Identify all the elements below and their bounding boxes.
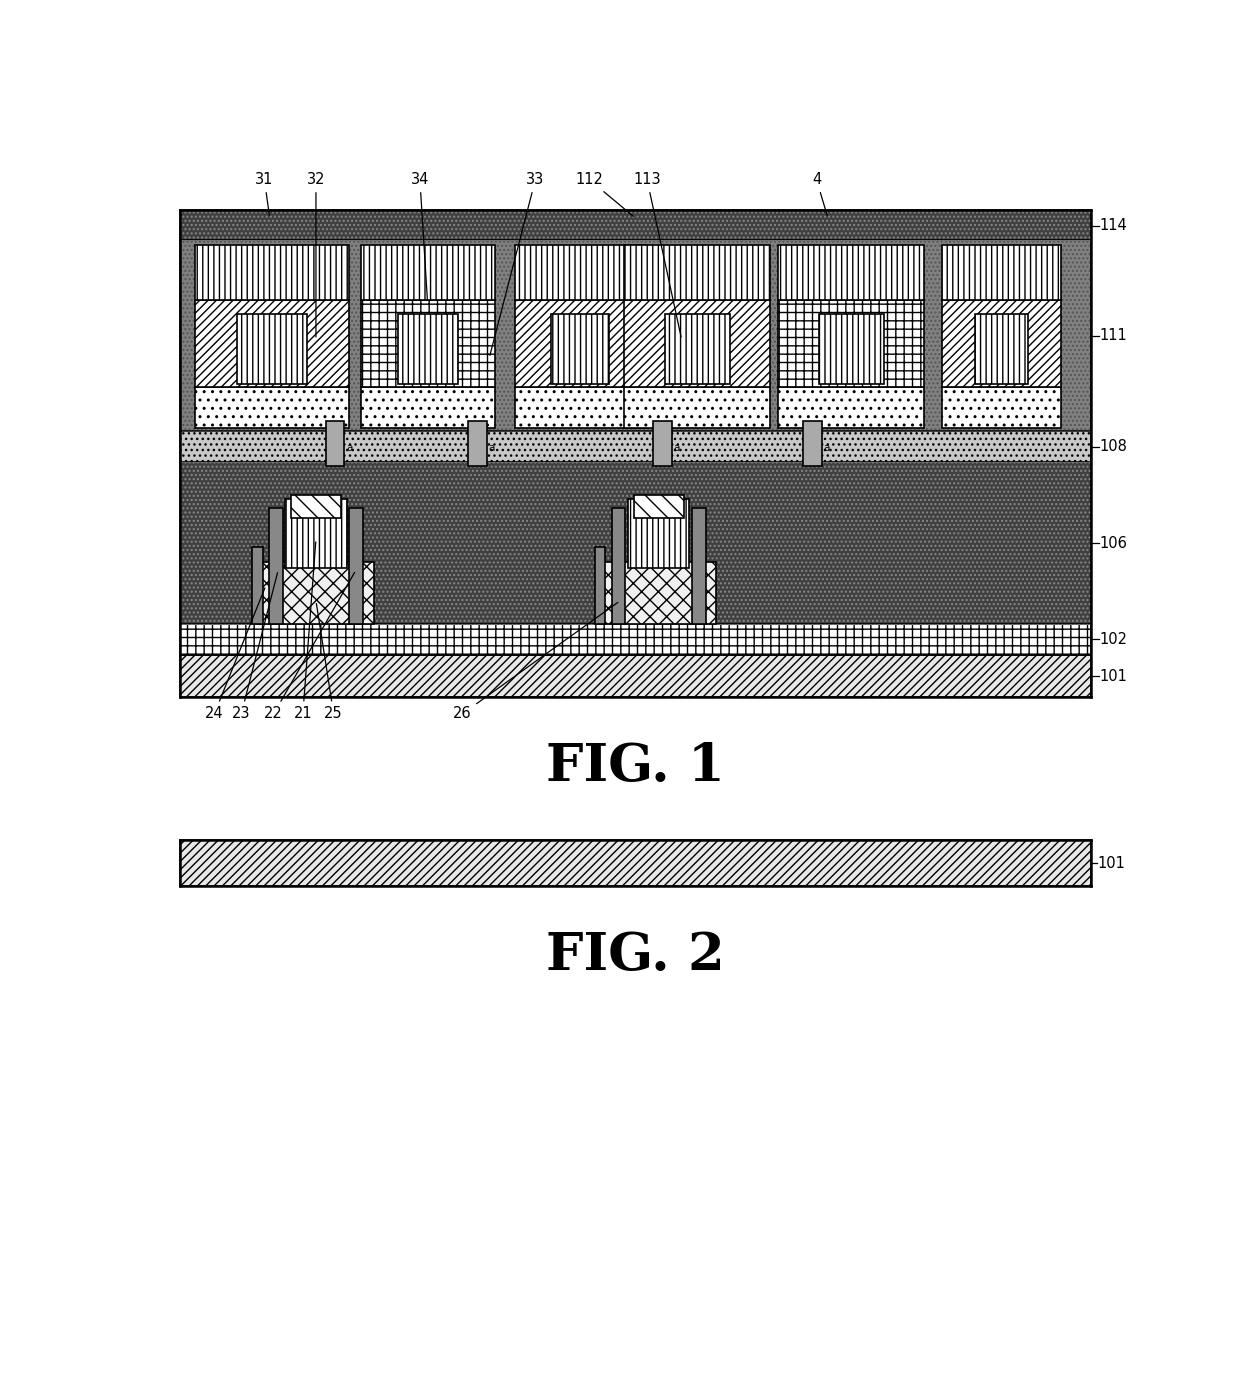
Bar (601, 562, 717, 625)
Bar (258, 562, 373, 625)
Bar (551, 315, 609, 383)
Bar (653, 421, 672, 466)
Text: 111: 111 (1100, 329, 1127, 343)
Bar (777, 388, 924, 428)
Bar (777, 245, 924, 300)
Bar (361, 245, 495, 300)
Bar (777, 300, 924, 388)
Text: 114: 114 (1100, 219, 1127, 233)
Bar (291, 495, 341, 519)
Text: 25: 25 (316, 604, 343, 722)
Text: 112: 112 (575, 171, 634, 216)
Bar (611, 509, 625, 625)
Bar (624, 245, 770, 300)
Bar (180, 210, 1091, 240)
Text: 108: 108 (1100, 439, 1127, 454)
Bar (975, 315, 1028, 383)
Bar (818, 315, 884, 383)
Text: a: a (346, 443, 352, 453)
Text: 26: 26 (453, 602, 618, 722)
Text: 102: 102 (1100, 631, 1128, 647)
Bar (285, 499, 347, 569)
Bar (627, 499, 689, 569)
Text: a: a (489, 443, 495, 453)
Text: FIG. 1: FIG. 1 (546, 740, 725, 792)
Bar (180, 240, 1091, 431)
Bar (180, 655, 1091, 697)
Text: 33: 33 (490, 171, 544, 355)
Bar (180, 431, 1091, 463)
Text: 21: 21 (294, 542, 316, 722)
Bar (515, 300, 646, 388)
Bar (180, 841, 1091, 887)
Bar (180, 240, 1091, 431)
Text: 22: 22 (264, 573, 355, 722)
Text: 106: 106 (1100, 535, 1127, 551)
Bar (180, 210, 1091, 240)
Bar (195, 300, 350, 388)
Bar (942, 388, 1061, 428)
Bar (180, 463, 1091, 625)
Bar (398, 315, 458, 383)
Bar (804, 421, 822, 466)
Text: 113: 113 (634, 171, 681, 337)
Text: FIG. 2: FIG. 2 (546, 930, 725, 981)
Bar (326, 421, 345, 466)
Bar (692, 509, 706, 625)
Bar (665, 315, 730, 383)
Bar (634, 495, 684, 519)
Bar (195, 245, 350, 300)
Bar (515, 245, 646, 300)
Bar (624, 388, 770, 428)
Bar (469, 421, 487, 466)
Bar (624, 300, 770, 388)
Text: 34: 34 (410, 171, 429, 300)
Bar (942, 245, 1061, 300)
Text: 24: 24 (205, 588, 265, 722)
Text: 31: 31 (255, 171, 274, 215)
Bar (595, 546, 605, 625)
Text: 4: 4 (812, 171, 827, 216)
Bar (195, 388, 350, 428)
Text: 32: 32 (306, 171, 325, 337)
Bar (180, 463, 1091, 625)
Text: 23: 23 (232, 573, 278, 722)
Text: 101: 101 (1100, 669, 1127, 683)
Bar (252, 546, 263, 625)
Bar (942, 300, 1061, 388)
Bar (515, 388, 646, 428)
Bar (350, 509, 363, 625)
Text: a: a (673, 443, 680, 453)
Text: 101: 101 (1097, 856, 1126, 871)
Bar (361, 388, 495, 428)
Bar (237, 315, 306, 383)
Text: a: a (823, 443, 830, 453)
Bar (361, 300, 495, 388)
Bar (269, 509, 283, 625)
Bar (180, 625, 1091, 655)
